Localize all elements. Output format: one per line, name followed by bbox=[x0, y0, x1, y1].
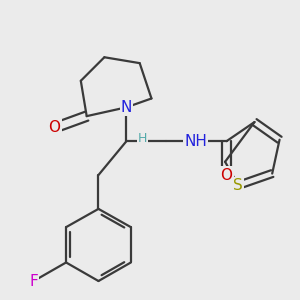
Text: N: N bbox=[121, 100, 132, 115]
Text: H: H bbox=[138, 132, 147, 145]
Text: O: O bbox=[48, 120, 60, 135]
Text: O: O bbox=[220, 167, 232, 182]
Text: NH: NH bbox=[184, 134, 207, 149]
Text: S: S bbox=[233, 178, 243, 193]
Text: F: F bbox=[29, 274, 38, 289]
